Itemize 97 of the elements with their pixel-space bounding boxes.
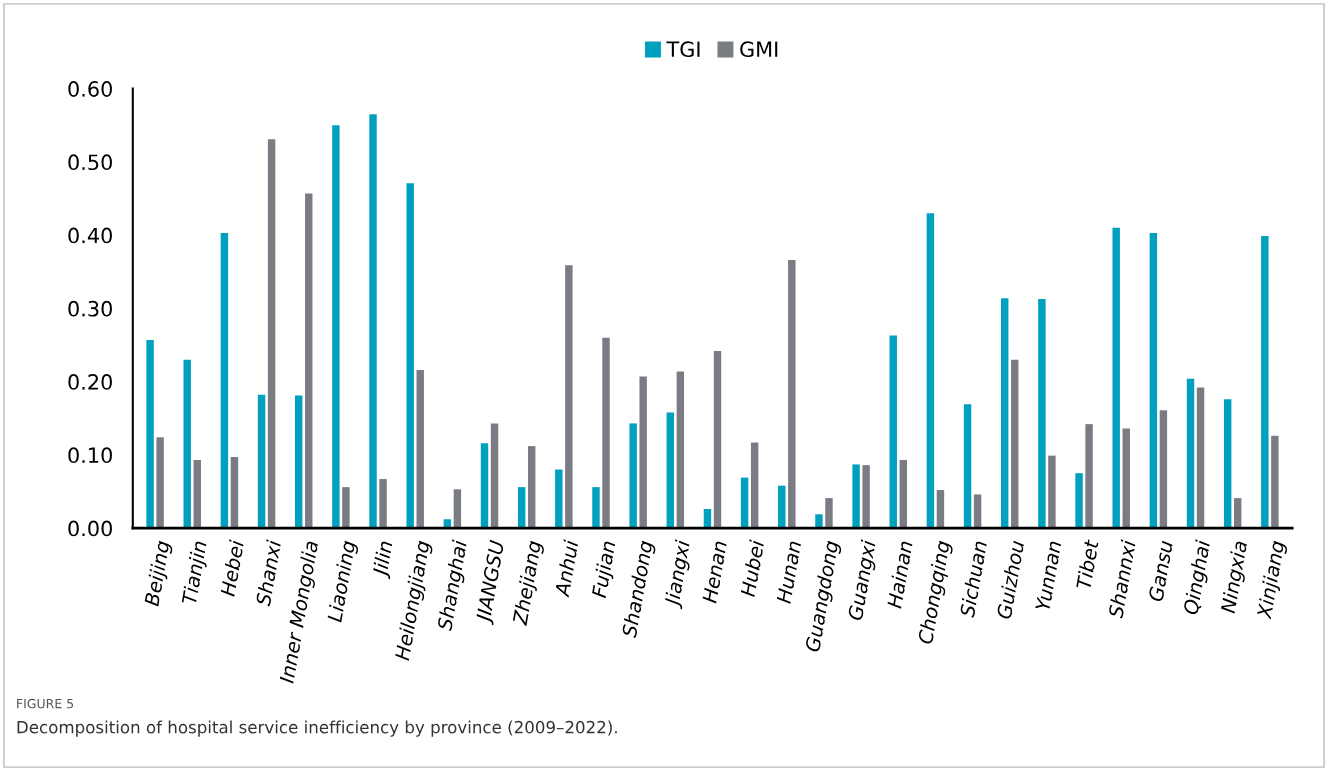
- bar: [666, 412, 675, 529]
- y-tick-label: 0.50: [68, 154, 112, 171]
- bar: [778, 485, 786, 529]
- x-tick-label: Ningxia: [1220, 540, 1251, 615]
- x-tick-label: Sichuan: [959, 540, 988, 618]
- caption: FIGURE 5: [17, 698, 74, 709]
- x-tick-label: Henan: [702, 540, 728, 604]
- bar: [1223, 399, 1232, 529]
- x-tick-label: Yunnan: [1035, 540, 1062, 611]
- x-tick-label: Hunan: [776, 540, 802, 604]
- bar: [1196, 387, 1205, 529]
- y-tick-label: 0.20: [68, 374, 112, 390]
- bar: [565, 265, 573, 529]
- bar: [480, 443, 489, 529]
- bar: [1233, 498, 1242, 529]
- x-tick-label: Guizhou: [996, 540, 1025, 620]
- bar: [815, 514, 823, 529]
- bar: [342, 487, 350, 529]
- bar: [629, 423, 637, 529]
- x-tick-label: Shanghai: [436, 539, 471, 632]
- x-tick-label: Hebei: [219, 539, 245, 597]
- bar: [220, 232, 229, 529]
- x-tick-label: Zhejiang: [511, 539, 546, 627]
- x-tick-label: Guangxi: [847, 539, 880, 622]
- x-tick-label: Hubei: [739, 539, 765, 598]
- bar: [1011, 359, 1019, 529]
- x-tick-label: Gansu: [1148, 540, 1174, 602]
- y-tick-label: 0.30: [68, 300, 112, 317]
- bar: [602, 337, 610, 529]
- bar: [1271, 435, 1279, 529]
- bar: [193, 460, 201, 529]
- bar: [1048, 455, 1056, 529]
- bar: [926, 213, 935, 529]
- bar: [416, 369, 424, 529]
- bar: [490, 423, 499, 529]
- bar: [527, 446, 536, 529]
- x-tick-label: JIANGSU: [475, 539, 508, 626]
- bar: [750, 442, 759, 529]
- x-tick-label: Tibet: [1075, 538, 1099, 590]
- bar: [740, 477, 749, 529]
- bar: [889, 335, 897, 529]
- bar: [1159, 410, 1168, 529]
- bar: [517, 487, 526, 529]
- bar: [379, 479, 387, 529]
- bar: [713, 350, 722, 529]
- text: Decomposition of hospital service inefficiency by province (2009–2022).: [17, 720, 617, 737]
- bar: [592, 487, 600, 529]
- x-tick-label: Shannxi: [1107, 539, 1137, 619]
- bar: [1112, 227, 1120, 529]
- bar: [936, 490, 945, 529]
- bar: [676, 371, 685, 529]
- bar: [406, 183, 414, 529]
- bar: [1038, 298, 1046, 529]
- bar: [1261, 235, 1269, 529]
- bar: [267, 139, 276, 529]
- bar: [369, 114, 377, 529]
- bar: [862, 465, 870, 529]
- x-tick-label: Shanxi: [255, 539, 282, 607]
- bar: [788, 260, 796, 529]
- bar: [305, 193, 313, 529]
- x-tick-label: Hainan: [886, 540, 913, 609]
- x-tick-label: Liaoning: [326, 539, 360, 624]
- bar: [1085, 424, 1093, 529]
- x-tick-label: Fujian: [591, 540, 620, 599]
- x-tick-label: Qinghai: [1182, 539, 1215, 616]
- y-tick-label: 0.60: [68, 81, 112, 97]
- bar: [295, 395, 303, 529]
- y-tick-label: 0.40: [68, 227, 112, 244]
- bar: [852, 464, 860, 529]
- x-tick-label: Tianjin: [181, 540, 211, 606]
- bar: [1186, 378, 1195, 529]
- bar: [973, 494, 982, 529]
- bar: [453, 489, 462, 529]
- legend-label: GMI: [740, 41, 778, 58]
- bar: [183, 359, 191, 529]
- bar: [257, 394, 266, 529]
- x-tick-label: Xinjiang: [1256, 539, 1289, 621]
- y-tick-label: 0.10: [68, 447, 112, 464]
- bar: [1149, 232, 1158, 529]
- bar: [825, 498, 833, 529]
- x-tick-label: Anhui: [553, 539, 579, 598]
- legend-label: TGI: [666, 41, 700, 58]
- y-tick-label: 0.00: [68, 520, 112, 537]
- bar: [963, 404, 972, 529]
- x-tick-label: Beijing: [143, 539, 174, 608]
- bar: [146, 339, 154, 529]
- bar: [1122, 428, 1130, 529]
- bar: [230, 457, 239, 529]
- bar: [639, 376, 647, 529]
- bar: [1001, 298, 1009, 529]
- bar: [1075, 473, 1083, 529]
- bar: [555, 469, 563, 529]
- bar: [332, 125, 340, 529]
- bar: [156, 437, 164, 529]
- bar: [899, 460, 907, 529]
- x-tick-label: Jilin: [371, 540, 397, 580]
- x-tick-label: Jiangxi: [663, 539, 694, 610]
